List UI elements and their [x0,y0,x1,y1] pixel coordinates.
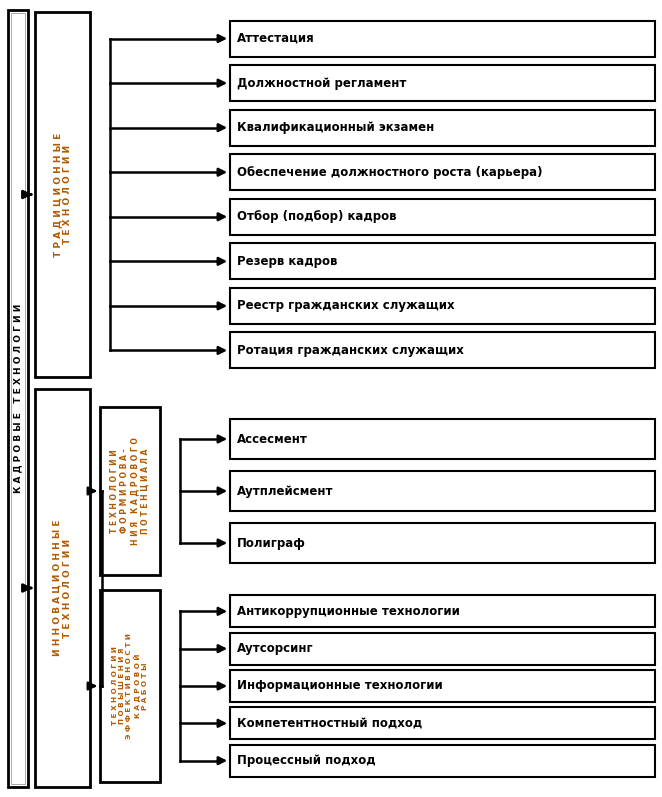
Bar [35,12,90,377]
Text: Аутплейсмент: Аутплейсмент [237,485,334,497]
Text: И Н Н О В А Ц И О Н Н Ы Е
Т Е Х Н О Л О Г И И: И Н Н О В А Ц И О Н Н Ы Е Т Е Х Н О Л О … [53,520,72,656]
Bar [230,670,655,702]
Text: Аттестация: Аттестация [237,32,314,45]
Text: Резерв кадров: Резерв кадров [237,255,338,268]
Bar [230,744,655,776]
Text: Обеспечение должностного роста (карьера): Обеспечение должностного роста (карьера) [237,166,542,179]
Bar [230,595,655,627]
Bar [230,332,655,368]
Text: Информационные технологии: Информационные технологии [237,680,443,693]
Bar [230,288,655,324]
Bar [11,13,25,784]
Bar [230,21,655,57]
Bar [230,110,655,146]
Text: Ротация гражданских служащих: Ротация гражданских служащих [237,344,464,357]
Text: Компетентностный подход: Компетентностный подход [237,717,422,730]
Bar [35,389,90,787]
Bar [230,633,655,665]
Text: Реестр гражданских служащих: Реестр гражданских служащих [237,300,455,312]
Text: Отбор (подбор) кадров: Отбор (подбор) кадров [237,210,397,223]
Text: Т Р А Д И Ц И О Н Н Ы Е
Т Е Х Н О Л О Г И И: Т Р А Д И Ц И О Н Н Ы Е Т Е Х Н О Л О Г … [53,132,72,257]
Bar [100,407,160,575]
Bar [230,243,655,279]
Text: Антикоррупционные технологии: Антикоррупционные технологии [237,605,460,618]
Bar [230,198,655,235]
Bar [8,10,28,787]
Text: Аутсорсинг: Аутсорсинг [237,642,314,655]
Text: Т Е Х Н О Л О Г И И
Ф О Р М И Р О В А -
Н И Я   К А Д Р О В О Г О
П О Т Е Н Ц И : Т Е Х Н О Л О Г И И Ф О Р М И Р О В А - … [110,437,150,545]
Bar [230,707,655,740]
Bar [230,65,655,101]
Bar [230,155,655,190]
Text: Полиграф: Полиграф [237,536,306,549]
Bar [230,523,655,563]
Text: Т Е Х Н О Л О Г И И
П О В Ы Ш Е Н И Я
Э Ф Ф Е К Т И В Н О С Т И
К А Д Р О В О Й
: Т Е Х Н О Л О Г И И П О В Ы Ш Е Н И Я Э … [112,633,148,739]
Text: Процессный подход: Процессный подход [237,754,375,768]
Bar [230,419,655,459]
Text: Должностной регламент: Должностной регламент [237,77,406,89]
Text: Ассесмент: Ассесмент [237,433,308,446]
Text: Квалификационный экзамен: Квалификационный экзамен [237,121,434,134]
Bar [230,471,655,511]
Text: К А Д Р О В Ы Е   Т Е Х Н О Л О Г И И: К А Д Р О В Ы Е Т Е Х Н О Л О Г И И [13,304,23,493]
Bar [100,590,160,782]
